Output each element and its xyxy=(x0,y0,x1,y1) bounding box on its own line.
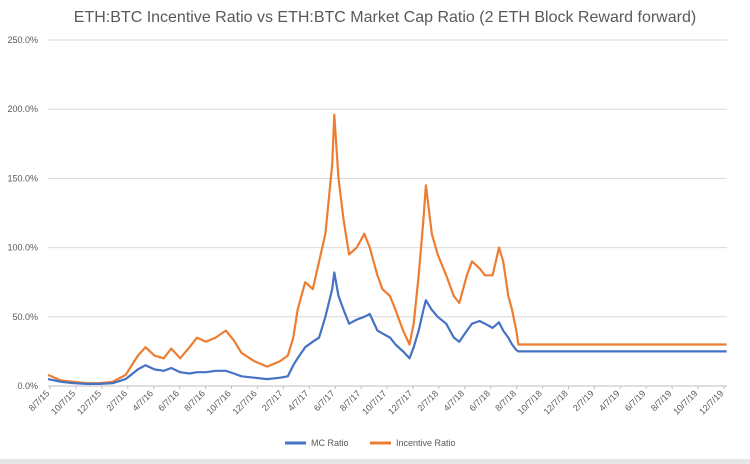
x-tick-label: 2/7/17 xyxy=(260,388,285,413)
y-tick-label: 250.0% xyxy=(7,35,38,45)
x-tick-label: 2/7/19 xyxy=(571,388,596,413)
x-tick-label: 6/7/18 xyxy=(467,388,492,413)
x-tick-label: 4/7/16 xyxy=(130,388,155,413)
x-tick-label: 6/7/16 xyxy=(156,388,181,413)
x-tick-label: 10/7/16 xyxy=(205,388,233,416)
x-tick-label: 6/7/19 xyxy=(623,388,648,413)
series-line-incentive-ratio xyxy=(47,113,727,385)
y-tick-label: 150.0% xyxy=(7,173,38,183)
x-tick-label: 2/7/18 xyxy=(415,388,440,413)
x-tick-label: 4/7/17 xyxy=(286,388,311,413)
series-line-mc-ratio xyxy=(47,271,727,385)
x-tick-label: 8/7/16 xyxy=(182,388,207,413)
x-tick-label: 12/7/17 xyxy=(386,388,414,416)
x-tick-label: 10/7/18 xyxy=(516,388,544,416)
x-tick-label: 8/7/17 xyxy=(338,388,363,413)
y-tick-label: 100.0% xyxy=(7,243,38,253)
x-tick-label: 8/7/15 xyxy=(27,388,52,413)
x-tick-label: 4/7/19 xyxy=(597,388,622,413)
x-tick-label: 2/7/16 xyxy=(104,388,129,413)
legend: MC Ratio Incentive Ratio xyxy=(285,438,456,448)
y-tick-label: 0.0% xyxy=(17,381,38,391)
x-tick-label: 10/7/15 xyxy=(49,388,77,416)
legend-label-mc-ratio: MC Ratio xyxy=(311,438,349,448)
x-tick-label: 12/7/15 xyxy=(75,388,103,416)
x-tick-label: 10/7/17 xyxy=(360,388,388,416)
x-tick-label: 12/7/18 xyxy=(542,388,570,416)
x-tick-label: 4/7/18 xyxy=(441,388,466,413)
y-tick-label: 50.0% xyxy=(12,312,38,322)
x-tick-label: 12/7/19 xyxy=(697,388,725,416)
x-tick-label: 10/7/19 xyxy=(671,388,699,416)
bottom-border xyxy=(0,459,750,464)
x-tick-label: 8/7/19 xyxy=(649,388,674,413)
x-tick-label: 12/7/16 xyxy=(230,388,258,416)
x-tick-label: 6/7/17 xyxy=(312,388,337,413)
x-tick-label: 8/7/18 xyxy=(493,388,518,413)
y-tick-label: 200.0% xyxy=(7,104,38,114)
chart-title: ETH:BTC Incentive Ratio vs ETH:BTC Marke… xyxy=(74,9,696,26)
legend-label-incentive-ratio: Incentive Ratio xyxy=(396,438,456,448)
